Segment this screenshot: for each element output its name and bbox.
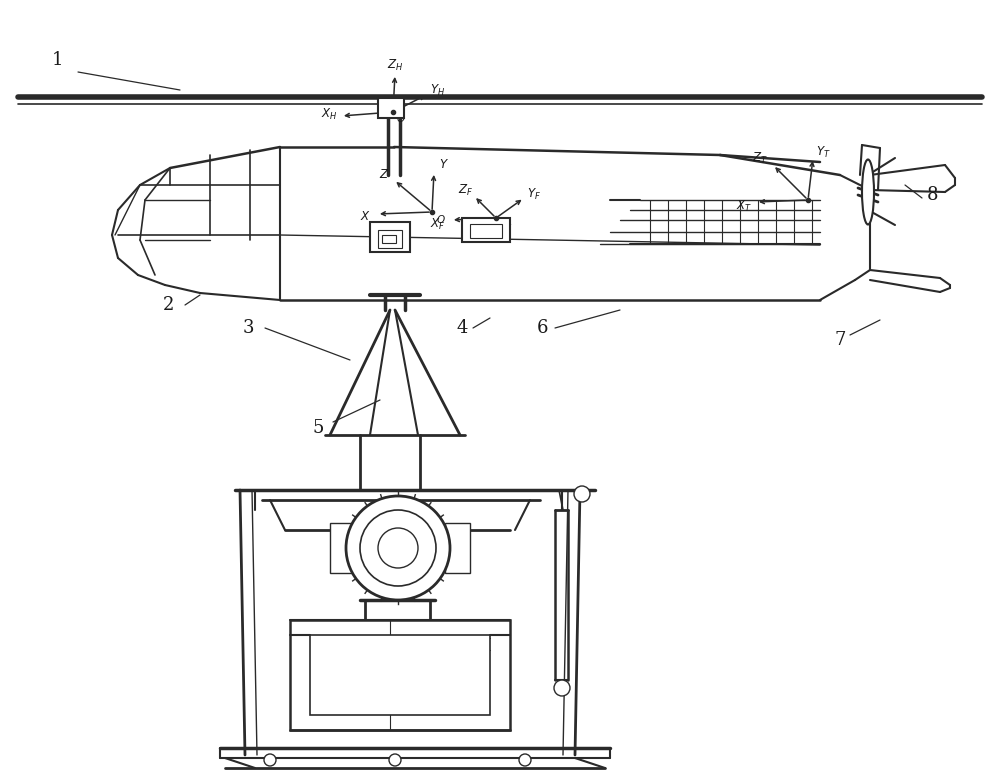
Ellipse shape [862,159,874,224]
Circle shape [378,528,418,568]
Text: 8: 8 [926,186,938,204]
Circle shape [519,754,531,766]
Circle shape [264,754,276,766]
Text: 3: 3 [242,319,254,337]
Text: $O_F$: $O_F$ [498,218,512,232]
Bar [310,635,490,715]
Text: $Y_H$: $Y_H$ [430,83,446,98]
Text: 1: 1 [52,51,64,69]
Text: $Y_T$: $Y_T$ [816,144,830,159]
Circle shape [346,496,450,600]
Text: $Z_F$: $Z_F$ [458,183,474,198]
Text: $Z_H$: $Z_H$ [387,58,403,73]
Bar [330,523,355,573]
Circle shape [389,754,401,766]
Bar [445,523,470,573]
Text: $Z_T$: $Z_T$ [752,151,768,166]
Bar [470,224,502,238]
Text: $X_H$: $X_H$ [321,106,337,122]
Text: $X_T$: $X_T$ [736,198,752,213]
Circle shape [554,680,570,696]
Bar [290,620,510,730]
Text: 7: 7 [834,331,846,349]
Text: 5: 5 [312,419,324,437]
Text: 4: 4 [456,319,468,337]
Text: $Z$: $Z$ [379,167,389,180]
Circle shape [360,510,436,586]
Bar [378,98,404,118]
Text: 6: 6 [536,319,548,337]
Bar [382,235,396,243]
Text: $Y$: $Y$ [439,159,449,172]
Bar [462,218,510,242]
Text: $X$: $X$ [360,211,370,223]
Bar [378,230,402,248]
Text: $O$: $O$ [396,112,406,124]
Text: 2: 2 [162,296,174,314]
Text: $O$: $O$ [436,213,446,225]
Circle shape [574,486,590,502]
Text: $Y_F$: $Y_F$ [527,187,541,201]
Text: $X_F$: $X_F$ [430,216,446,231]
Bar [370,222,410,252]
